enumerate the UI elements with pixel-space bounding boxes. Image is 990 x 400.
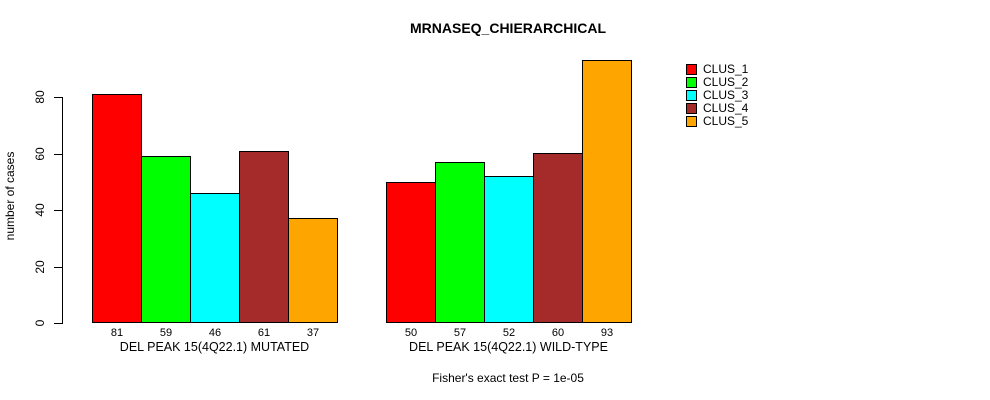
- bar-clus_3-group1: [190, 193, 240, 323]
- y-axis-line: [62, 97, 63, 324]
- bar-clus_4-group2: [533, 153, 583, 323]
- bar-value-label: 37: [306, 327, 320, 339]
- fisher-test-annotation: Fisher's exact test P = 1e-05: [432, 371, 584, 385]
- bar-clus_4-group1: [239, 151, 289, 323]
- legend-item-clus_2: CLUS_2: [686, 75, 749, 89]
- bar-clus_2-group1: [141, 156, 191, 323]
- bar-clus_1-group1: [92, 94, 142, 323]
- bar-value-label: 59: [159, 327, 173, 339]
- y-tick: [54, 210, 62, 211]
- y-tick: [54, 323, 62, 324]
- category-label: DEL PEAK 15(4Q22.1) WILD-TYPE: [409, 340, 608, 354]
- legend-color-swatch: [686, 90, 697, 101]
- legend-label: CLUS_4: [703, 101, 749, 115]
- legend-color-swatch: [686, 116, 697, 127]
- y-axis-label: number of cases: [3, 151, 17, 241]
- legend: CLUS_1 CLUS_2 CLUS_3 CLUS_4 CLUS_5: [686, 62, 749, 128]
- y-tick-label: 80: [33, 90, 47, 104]
- bar-clus_5-group1: [288, 218, 338, 323]
- legend-color-swatch: [686, 64, 697, 75]
- y-tick-label: 20: [33, 260, 47, 274]
- y-tick: [54, 154, 62, 155]
- y-tick-label: 0: [33, 319, 47, 327]
- legend-item-clus_1: CLUS_1: [686, 62, 749, 76]
- bar-value-label: 60: [551, 327, 565, 339]
- legend-label: CLUS_5: [703, 114, 749, 128]
- legend-label: CLUS_1: [703, 62, 749, 76]
- bar-clus_1-group2: [386, 182, 436, 323]
- bar-value-label: 46: [208, 327, 222, 339]
- bar-value-label: 61: [257, 327, 271, 339]
- legend-item-clus_5: CLUS_5: [686, 114, 749, 128]
- bar-value-label: 52: [502, 327, 516, 339]
- y-tick-label: 40: [33, 203, 47, 217]
- legend-item-clus_3: CLUS_3: [686, 88, 749, 102]
- legend-item-clus_4: CLUS_4: [686, 101, 749, 115]
- legend-label: CLUS_2: [703, 75, 749, 89]
- bar-clus_3-group2: [484, 176, 534, 323]
- bar-value-label: 50: [404, 327, 418, 339]
- bar-value-label: 93: [600, 327, 614, 339]
- legend-label: CLUS_3: [703, 88, 749, 102]
- category-label: DEL PEAK 15(4Q22.1) MUTATED: [119, 340, 310, 354]
- legend-color-swatch: [686, 77, 697, 88]
- y-tick: [54, 97, 62, 98]
- bar-clus_2-group2: [435, 162, 485, 323]
- chart-title: MRNASEQ_CHIERARCHICAL: [409, 20, 607, 36]
- bar-value-label: 81: [110, 327, 124, 339]
- y-tick-label: 60: [33, 147, 47, 161]
- bar-value-label: 57: [453, 327, 467, 339]
- legend-color-swatch: [686, 103, 697, 114]
- bar-clus_5-group2: [582, 60, 632, 323]
- y-tick: [54, 267, 62, 268]
